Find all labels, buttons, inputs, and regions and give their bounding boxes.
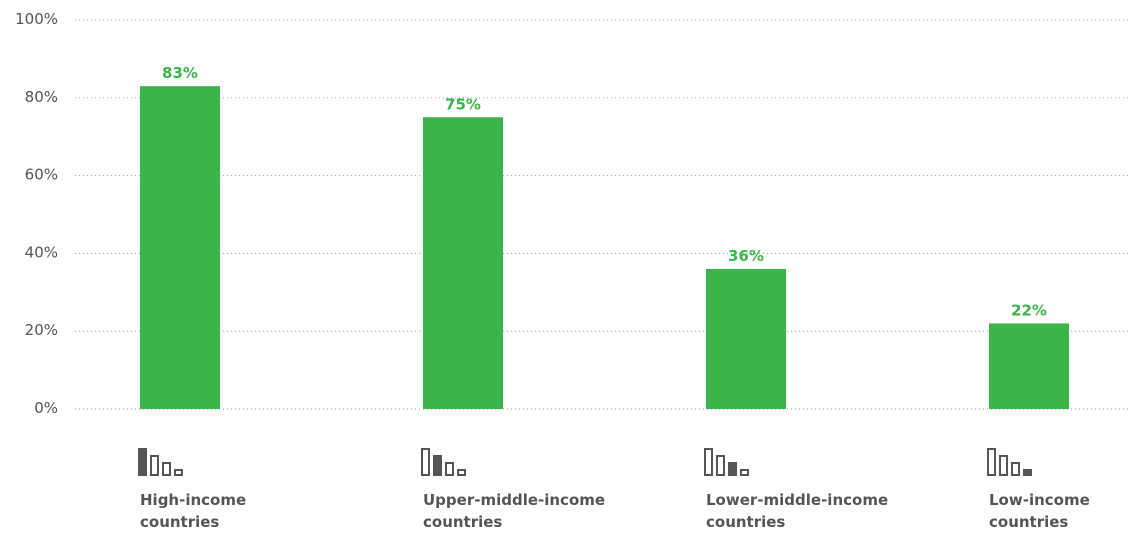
bar-steps-icon-level-1 (138, 448, 183, 476)
icon-bar (457, 469, 466, 476)
y-tick-label: 20% (25, 321, 58, 339)
icon-bar (433, 455, 442, 476)
category-label-line1: High-income (140, 491, 246, 509)
data-label: 75% (445, 95, 481, 113)
bar (423, 117, 503, 409)
bar (140, 86, 220, 409)
icon-bar (740, 469, 749, 476)
icon-bar (987, 448, 996, 476)
data-label: 22% (1011, 301, 1047, 319)
category-label-line2: countries (989, 513, 1068, 531)
category-label-line2: countries (140, 513, 219, 531)
bar-steps-icon-level-4 (987, 448, 1032, 476)
icon-bar (999, 455, 1008, 476)
icon-bar (1023, 469, 1032, 476)
icon-bar (421, 448, 430, 476)
category-label-line1: Upper-middle-income (423, 491, 605, 509)
y-tick-label: 60% (25, 166, 58, 184)
y-tick-label: 0% (34, 399, 58, 417)
category-label-line2: countries (706, 513, 785, 531)
bar-steps-icon-level-3 (704, 448, 749, 476)
icon-bar (704, 448, 713, 476)
icon-bar (728, 462, 737, 476)
icon-bar (162, 462, 171, 476)
y-tick-label: 40% (25, 243, 58, 261)
icon-bar (716, 455, 725, 476)
icon-bar (445, 462, 454, 476)
icon-bar (150, 455, 159, 476)
bar-steps-icon-level-2 (421, 448, 466, 476)
y-tick-label: 80% (25, 88, 58, 106)
bar (989, 323, 1069, 409)
icon-bar (174, 469, 183, 476)
category-label-line2: countries (423, 513, 502, 531)
icon-bar (1011, 462, 1020, 476)
bar (706, 268, 786, 409)
data-label: 83% (162, 64, 198, 82)
icon-bar (138, 448, 147, 476)
category-label-line1: Lower-middle-income (706, 491, 888, 509)
data-label: 36% (728, 247, 764, 265)
category-label-line1: Low-income (989, 491, 1090, 509)
y-tick-label: 100% (15, 10, 58, 28)
